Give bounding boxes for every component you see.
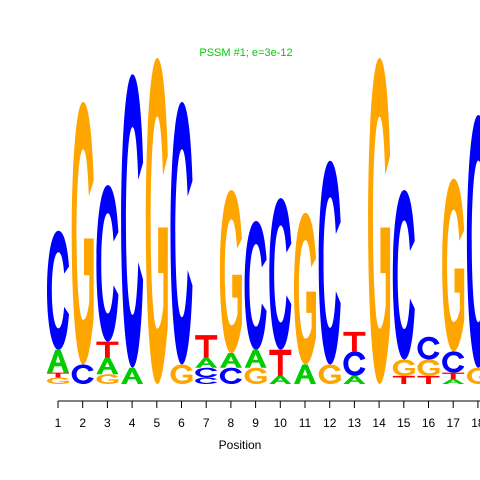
logo-letter-a-pos-11-0: [294, 364, 316, 384]
x-tick-label-4: 4: [129, 416, 136, 430]
chart-title: PSSM #1; e=3e-12: [199, 47, 292, 59]
logo-letter-c-pos-17-2: [442, 351, 465, 373]
logo-letter-t-pos-17-1: [442, 372, 465, 380]
logo-letter-c-pos-2-0: [71, 364, 94, 384]
logo-letter-c-pos-6-1: [170, 102, 193, 365]
x-tick-label-12: 12: [323, 416, 337, 430]
logo-letter-g-pos-16-1: [417, 359, 440, 376]
logo-letter-c-pos-7-1: [195, 367, 218, 378]
logo-letter-c-pos-8-0: [219, 367, 242, 384]
x-tick-label-14: 14: [372, 416, 386, 430]
logo-letter-c-pos-10-2: [269, 198, 292, 350]
x-axis: 123456789101112131415161718192021: [55, 400, 480, 430]
logo-letter-t-pos-16-0: [417, 375, 440, 384]
logo-letter-c-pos-13-1: [343, 351, 366, 376]
logo-letter-c-pos-4-1: [121, 74, 144, 368]
logo-letter-t-pos-1-1: [47, 372, 69, 378]
x-tick-label-15: 15: [397, 416, 411, 430]
logo-letter-g-pos-11-1: [294, 212, 316, 365]
logo-letter-g-pos-5-0: [145, 58, 168, 384]
logo-letter-g-pos-18-0: [466, 367, 480, 385]
logo-letter-a-pos-1-2: [47, 349, 69, 373]
logo-letter-g-pos-15-1: [392, 359, 415, 376]
x-tick-label-5: 5: [153, 416, 160, 430]
x-tick-label-6: 6: [178, 416, 185, 430]
x-tick-label-10: 10: [274, 416, 288, 430]
logo-letter-c-pos-9-2: [244, 221, 267, 350]
x-tick-label-3: 3: [104, 416, 111, 430]
logo-letter-a-pos-13-0: [343, 375, 366, 384]
logo-letter-g-pos-9-0: [244, 367, 267, 384]
x-tick-label-13: 13: [348, 416, 362, 430]
logo-letter-c-pos-16-2: [417, 336, 440, 360]
logo-letter-a-pos-10-0: [269, 375, 292, 384]
logo-letter-a-pos-9-1: [244, 349, 267, 368]
logo-letter-a-pos-7-2: [195, 357, 218, 368]
logo-letter-g-pos-3-0: [96, 374, 119, 384]
x-tick-label-9: 9: [252, 416, 259, 430]
logo-letter-g-pos-8-2: [219, 190, 242, 354]
x-tick-label-17: 17: [447, 416, 461, 430]
logo-letter-c-pos-18-1: [466, 115, 480, 368]
logo-letter-a-pos-17-0: [442, 379, 465, 384]
logo-letter-g-pos-6-0: [170, 364, 193, 384]
logo-letter-c-pos-3-3: [96, 185, 119, 342]
x-tick-label-8: 8: [228, 416, 235, 430]
logo-letter-t-pos-13-2: [343, 331, 366, 352]
logo-letter-t-pos-15-0: [392, 375, 415, 384]
logo-letter-g-pos-1-0: [47, 377, 69, 384]
logo-letter-t-pos-10-1: [269, 349, 292, 376]
logo-letter-g-pos-14-0: [368, 58, 391, 384]
logo-letter-a-pos-4-0: [121, 367, 144, 384]
logo-letter-c-pos-15-2: [392, 190, 415, 360]
x-tick-label-2: 2: [79, 416, 86, 430]
logo-letter-t-pos-3-2: [96, 341, 119, 358]
x-tick-label-7: 7: [203, 416, 210, 430]
logo-letter-c-pos-12-1: [318, 160, 341, 365]
logo-letter-g-pos-17-3: [442, 178, 465, 352]
x-tick-label-1: 1: [55, 416, 62, 430]
logo-letter-c-pos-1-3: [47, 230, 69, 350]
logo-letters: [47, 58, 480, 385]
logo-letter-a-pos-3-1: [96, 357, 119, 375]
x-tick-label-18: 18: [471, 416, 480, 430]
logo-letter-g-pos-12-0: [318, 364, 341, 384]
logo-letter-g-pos-2-1: [71, 102, 94, 365]
logo-letter-t-pos-7-3: [195, 335, 218, 358]
logo-letter-a-pos-8-1: [219, 353, 242, 368]
logo-letter-c-pos-7-0: [195, 377, 218, 384]
x-tick-label-16: 16: [422, 416, 436, 430]
x-tick-label-11: 11: [299, 416, 312, 430]
x-axis-label: Position: [219, 438, 262, 452]
